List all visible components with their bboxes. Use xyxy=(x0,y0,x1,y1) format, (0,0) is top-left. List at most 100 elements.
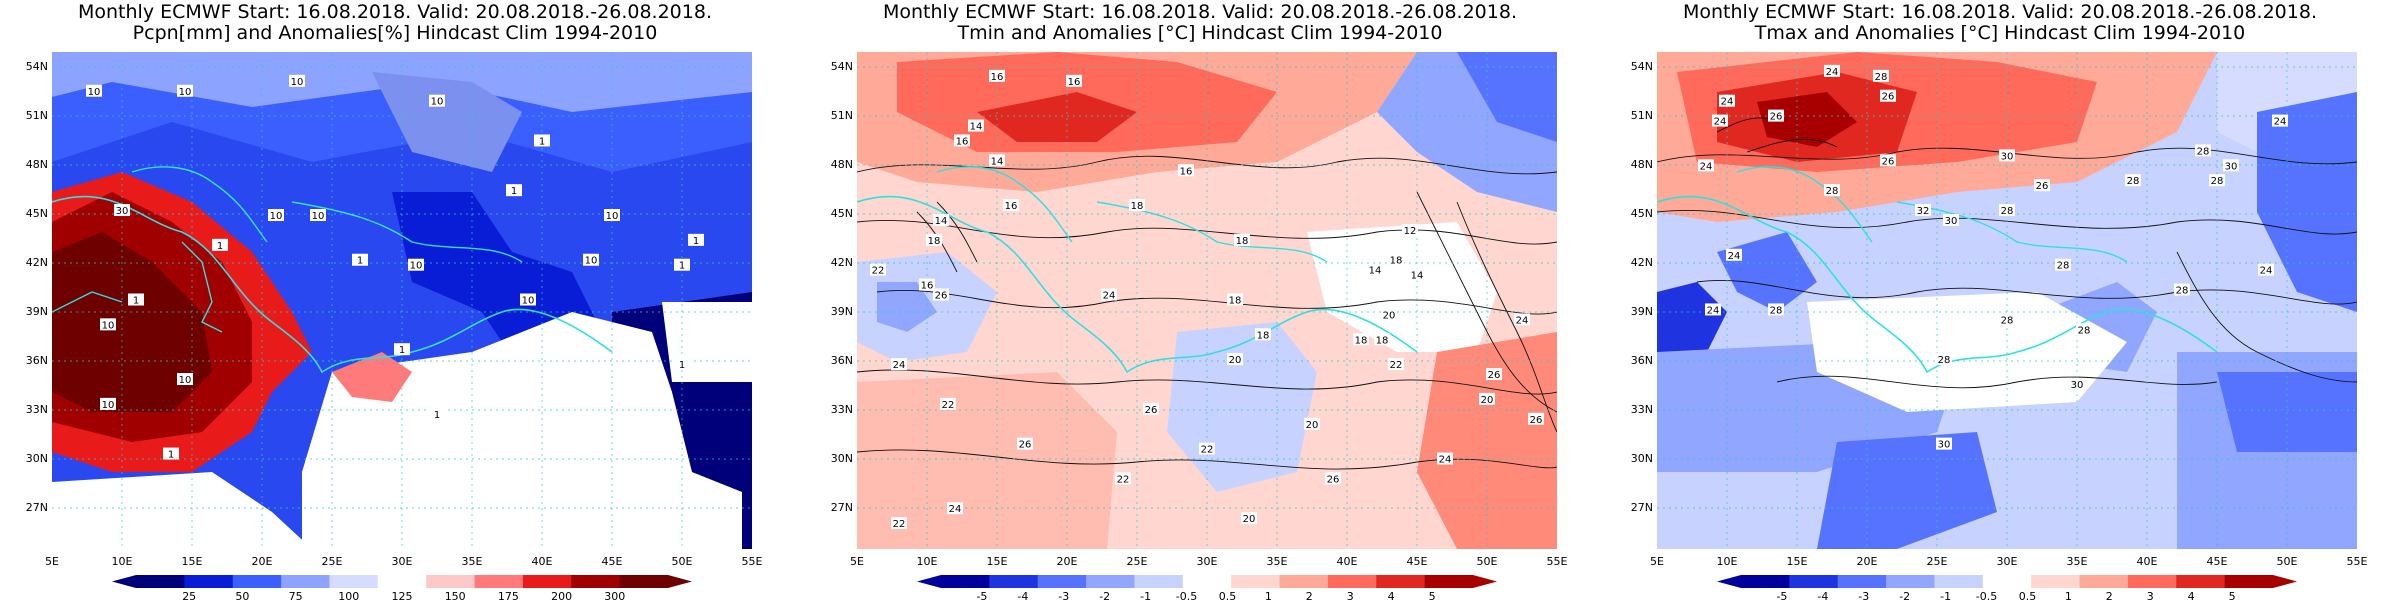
contour-label: 18 xyxy=(1390,256,1403,267)
longitude-label: 40E xyxy=(1336,555,1358,568)
contour-label: 10 xyxy=(312,211,325,222)
colorbar-tick-label: 125 xyxy=(391,590,413,603)
contour-label: 28 xyxy=(1938,355,1951,366)
contour-label: 1 xyxy=(679,261,685,272)
contour-label-bg xyxy=(1066,74,1082,87)
colorbar-segment xyxy=(184,575,234,588)
latitude-label: 54N xyxy=(830,60,853,73)
contour-label: 22 xyxy=(942,400,955,411)
colorbar-segment xyxy=(474,575,524,588)
contour-label: 1 xyxy=(434,410,440,421)
panel-title-line2: Pcpn[mm] and Anomalies[%] Hindcast Clim … xyxy=(132,22,658,44)
contour-label: 30 xyxy=(2001,151,2014,162)
colorbar-tick-label: 4 xyxy=(2187,590,2195,603)
contour-label: 16 xyxy=(956,136,969,147)
contour-label: 20 xyxy=(1306,420,1319,431)
longitude-label: 55E xyxy=(741,555,763,568)
contour-label: 10 xyxy=(102,400,115,411)
latitude-label: 39N xyxy=(830,305,853,318)
contour-label-bg xyxy=(1178,164,1194,177)
contour-label: 18 xyxy=(1236,236,1249,247)
contour-label: 10 xyxy=(179,87,192,98)
contour-label: 10 xyxy=(606,211,619,222)
contour-label-bg xyxy=(891,517,907,530)
contour-label: 1 xyxy=(168,450,174,461)
colorbar-segment xyxy=(1182,575,1232,588)
colorbar-segment xyxy=(1837,575,1887,588)
precip-map: 10 10 10 10 1 1 1 10 30 10 1 10 10 10 1 10 1 1 10 1 1 10 1 1 10 xyxy=(52,52,752,549)
contour-label-bg xyxy=(1936,353,1952,366)
contour-label-bg xyxy=(1437,452,1453,465)
graticule xyxy=(857,52,1557,549)
contour-label-bg xyxy=(310,209,326,222)
colorbar-segment xyxy=(1327,575,1377,588)
contour-label: 10 xyxy=(102,320,115,331)
contour-label: 26 xyxy=(1327,474,1340,485)
contour-label: 14 xyxy=(1411,271,1424,282)
contour-label-bg xyxy=(2272,114,2288,127)
colorbar-tick-label: 3 xyxy=(2146,590,2154,603)
longitude-label: 50E xyxy=(671,555,693,568)
contour-label-bg xyxy=(1943,213,1959,226)
contour-label: 1 xyxy=(539,136,545,147)
contour-label: 10 xyxy=(270,211,283,222)
longitude-label: 30E xyxy=(1196,555,1218,568)
latitude-label: 45N xyxy=(830,207,853,220)
colorbar-arrow-left xyxy=(917,575,941,588)
precip-panel: Monthly ECMWF Start: 16.08.2018. Valid: … xyxy=(0,0,790,603)
latitude-label: 27N xyxy=(830,501,853,514)
colorbar xyxy=(917,573,1497,588)
contour-label-bg xyxy=(1712,114,1728,127)
longitude-label: 50E xyxy=(2276,555,2298,568)
coastline xyxy=(181,241,223,333)
contour-label-bg xyxy=(2174,283,2190,296)
contour-label: 24 xyxy=(893,360,906,371)
tmin-map: 16 16 14 16 14 16 18 14 18 16 16 18 18 14 18 20 18 12 14 22… xyxy=(857,52,1557,549)
latitude-label: 27N xyxy=(1630,501,1653,514)
colorbar-arrow-right xyxy=(1473,575,1497,588)
latitude-label: 30N xyxy=(1630,452,1653,465)
colorbar-tick-label: -4 xyxy=(1817,590,1829,603)
contour-label: 16 xyxy=(1005,201,1018,212)
contour-label-bg xyxy=(2034,179,2050,192)
contour-label-bg xyxy=(1374,333,1390,346)
colorbar-segment xyxy=(2079,575,2129,588)
contour-label-bg xyxy=(1017,437,1033,450)
contour-label-bg xyxy=(1824,184,1840,197)
colorbar xyxy=(1717,573,2297,588)
contour-label: 1 xyxy=(357,256,363,267)
contour-label: 1 xyxy=(693,236,699,247)
contour-label: 30 xyxy=(2225,161,2238,172)
latitude-label: 42N xyxy=(25,256,48,269)
contour-label-bg xyxy=(1479,392,1495,405)
coastline xyxy=(936,166,1073,243)
contour-label: 22 xyxy=(1390,360,1403,371)
isotherms xyxy=(1657,117,2357,389)
contour-label-bg xyxy=(1698,159,1714,172)
contour-label: 14 xyxy=(1369,266,1382,277)
contour-label: 1 xyxy=(679,360,685,371)
contour-label: 32 xyxy=(1917,206,1930,217)
contour-label: 30 xyxy=(116,206,129,217)
colorbar-tick-label: -0.5 xyxy=(1975,590,1998,603)
contour-label-bg xyxy=(1234,233,1250,246)
contour-label-bg xyxy=(2069,377,2085,390)
longitude-label: 10E xyxy=(111,555,133,568)
longitude-label: 20E xyxy=(1856,555,1878,568)
precip-dry-area xyxy=(52,472,312,549)
contour-label: 10 xyxy=(291,77,304,88)
contour-label: 20 xyxy=(1481,395,1494,406)
contour-label-bg xyxy=(940,397,956,410)
precip-dry-area xyxy=(302,312,742,549)
latitude-label: 36N xyxy=(25,354,48,367)
contour-label: 18 xyxy=(1257,330,1270,341)
contour-label-bg xyxy=(212,238,228,251)
tmax-anomaly-neutral xyxy=(1807,292,2127,412)
contour-label-bg xyxy=(1241,512,1257,525)
panel-title-line1: Monthly ECMWF Start: 16.08.2018. Valid: … xyxy=(883,1,1517,23)
contour-label-bg xyxy=(289,74,305,87)
latitude-label: 48N xyxy=(1630,158,1653,171)
contour-label-bg xyxy=(989,154,1005,167)
contour-label-bg xyxy=(1514,313,1530,326)
contour-label-bg xyxy=(1388,358,1404,371)
